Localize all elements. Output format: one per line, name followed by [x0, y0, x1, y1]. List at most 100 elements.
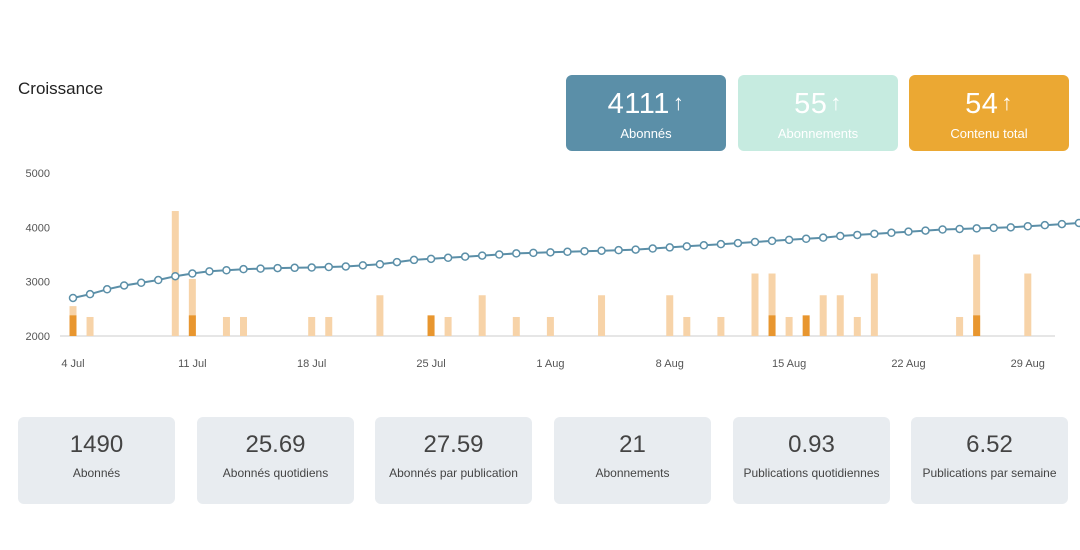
line-point [171, 271, 180, 281]
line-point [154, 275, 163, 285]
kpi-followers[interactable]: 4111 ↑ Abonnés [566, 75, 726, 151]
kpi-total-content[interactable]: 54 ↑ Contenu total [909, 75, 1069, 151]
line-point [887, 228, 896, 238]
x-tick-label: 25 Jul [416, 358, 445, 370]
line-point [597, 246, 606, 255]
kpi-value: 55 ↑ [794, 88, 842, 120]
line-point [1074, 218, 1080, 228]
line-point [495, 250, 504, 259]
arrow-up-icon: ↑ [830, 90, 842, 115]
line-point [1057, 219, 1067, 229]
line-point [188, 269, 197, 278]
bar-dark [802, 315, 810, 336]
line-point [699, 241, 709, 250]
bar-dark [768, 315, 776, 336]
line-point [375, 260, 385, 269]
bar-light [836, 295, 844, 336]
line-point [239, 264, 248, 274]
line-point [614, 245, 623, 255]
line-point [512, 249, 521, 258]
y-tick-label: 3000 [26, 277, 50, 289]
x-tick-label: 15 Aug [772, 358, 806, 370]
bar-light [478, 295, 486, 336]
kpi-label: Abonnements [777, 126, 859, 141]
line-point [818, 233, 828, 242]
line-point [921, 226, 930, 235]
stat-label: Abonnements [595, 466, 670, 480]
bar-light [956, 316, 964, 336]
line-point [1023, 221, 1033, 231]
stat-value: 1490 [69, 431, 124, 458]
stat-value: 6.52 [966, 431, 1013, 458]
bar-dark [188, 315, 196, 336]
line-point [870, 229, 879, 239]
bar-light [853, 316, 861, 336]
y-tick-label: 5000 [26, 168, 50, 180]
bar-light [751, 273, 759, 336]
line-point [443, 253, 453, 263]
x-tick-label: 11 Jul [178, 358, 207, 370]
line-point [972, 224, 981, 233]
bar-light [376, 295, 384, 336]
bar-light [973, 254, 981, 336]
bar-light [768, 273, 776, 336]
stat-card-followers-per-post: 27.59 Abonnés par publication [375, 417, 532, 504]
line-point [989, 223, 998, 233]
line-point [1040, 220, 1050, 230]
stat-label: Publications par semaine [922, 466, 1057, 480]
line-point [955, 224, 964, 234]
line-point [273, 263, 282, 273]
bar-light [86, 316, 94, 336]
line-point [716, 239, 726, 249]
x-tick-label: 29 Aug [1011, 358, 1045, 370]
line-point [290, 263, 299, 273]
y-tick-label: 4000 [26, 222, 50, 234]
stat-card-daily-posts: 0.93 Publications quotidiennes [733, 417, 890, 504]
line-point [631, 245, 640, 254]
kpi-following[interactable]: 55 ↑ Abonnements [738, 75, 898, 151]
line-point [665, 243, 674, 252]
x-tick-label: 18 Jul [297, 358, 326, 370]
x-tick-label: 22 Aug [891, 358, 925, 370]
stat-value: 0.93 [788, 431, 835, 458]
line-point [938, 225, 947, 234]
bar-light [512, 316, 520, 336]
stat-label: Abonnés par publication [389, 466, 518, 480]
page-title: Croissance [18, 79, 104, 98]
bar-light [870, 273, 878, 336]
line-point [836, 231, 845, 241]
line-point [85, 289, 95, 299]
arrow-up-icon: ↑ [1001, 90, 1013, 115]
line-point [119, 281, 129, 290]
bar-dark [427, 315, 435, 336]
bar-light [598, 295, 606, 336]
bar-light [546, 316, 554, 336]
line-point [784, 235, 794, 245]
stat-card-followers: 1490 Abonnés [18, 417, 175, 504]
line-point [341, 262, 351, 271]
line-point [750, 237, 760, 247]
bar-light [683, 316, 691, 336]
stat-value: 21 [619, 431, 646, 458]
line-point [256, 264, 265, 273]
line-point [222, 266, 231, 275]
line-point [409, 255, 419, 265]
line-point [392, 257, 402, 267]
stat-card-following: 21 Abonnements [554, 417, 711, 504]
line-point [733, 238, 743, 248]
bar-light [240, 316, 247, 336]
bar-light [188, 278, 196, 336]
line-point [205, 267, 214, 276]
line-point [324, 262, 333, 272]
stat-value: 27.59 [423, 431, 484, 458]
line-point [358, 261, 368, 270]
bar-dark [973, 315, 981, 336]
bar-light [222, 316, 230, 336]
line-point [801, 234, 811, 243]
bar-light [666, 295, 674, 336]
stat-card-daily-followers: 25.69 Abonnés quotidiens [197, 417, 354, 504]
line-point [426, 254, 436, 264]
line-point [648, 244, 657, 253]
bar-light [325, 316, 333, 336]
line-point [529, 248, 538, 258]
